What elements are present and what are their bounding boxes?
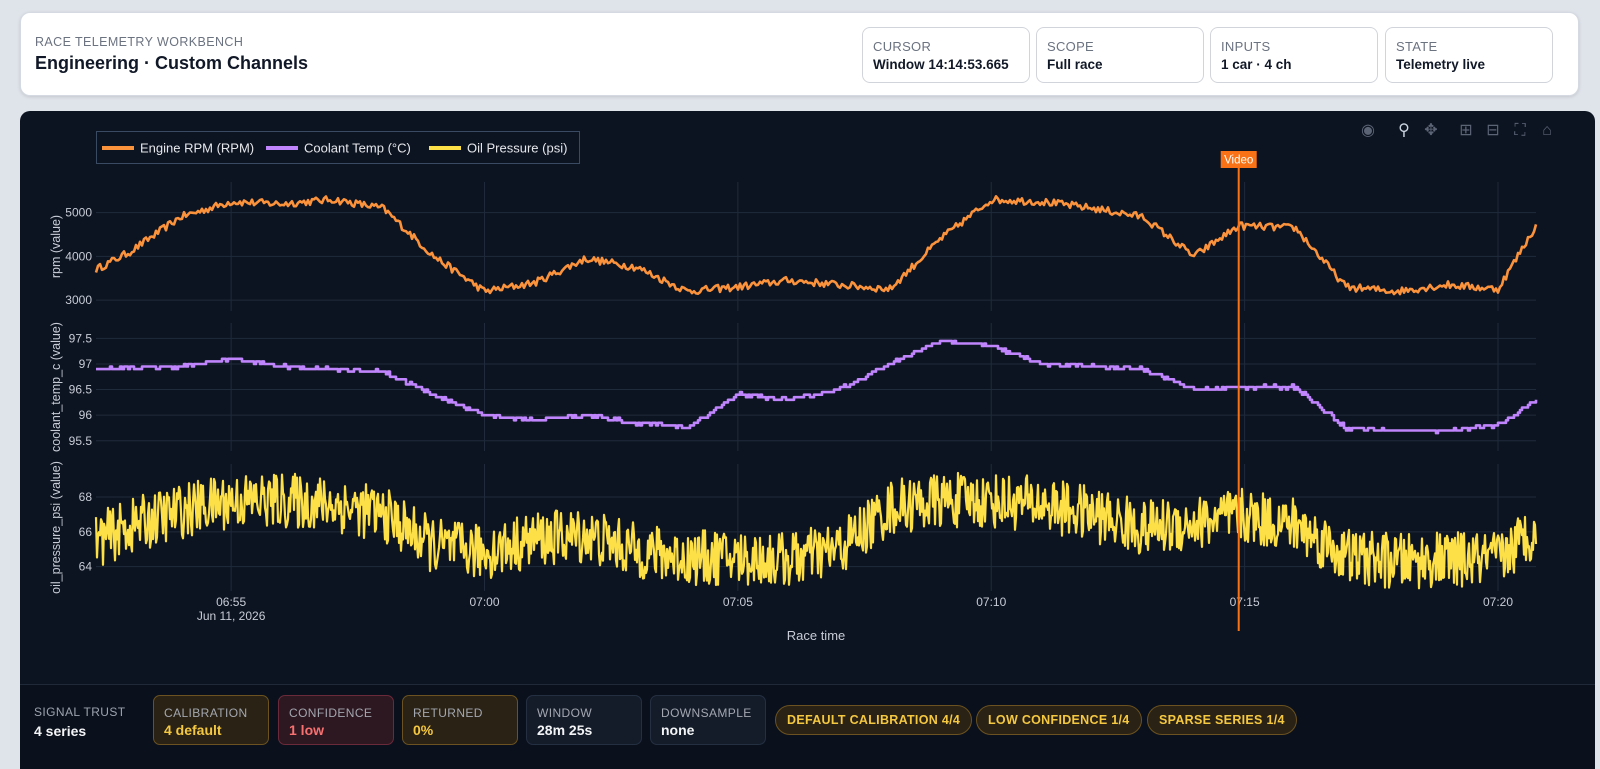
pill-default-calibration[interactable]: DEFAULT CALIBRATION 4/4 — [775, 705, 973, 735]
metric-value: 28m 25s — [537, 722, 593, 738]
stat-value: Telemetry live — [1396, 57, 1486, 72]
x-tick-label: 06:55 — [216, 595, 246, 609]
metric-window: WINDOW 28m 25s — [526, 695, 642, 745]
series-line-1 — [96, 339, 1538, 435]
page-title: Engineering · Custom Channels — [35, 53, 309, 73]
stat-label: SCOPE — [1047, 39, 1095, 54]
legend-entry: Coolant Temp (°C) — [304, 141, 411, 156]
metric-calibration: CALIBRATION 4 default — [153, 695, 269, 745]
legend-entry: Oil Pressure (psi) — [467, 141, 567, 156]
metric-label: DOWNSAMPLE — [661, 706, 752, 720]
legend-entry: Engine RPM (RPM) — [140, 141, 254, 156]
y-axis-title: coolant_temp_c (value) — [49, 322, 63, 452]
stat-cursor: CURSOR Window 14:14:53.665 — [862, 27, 1030, 83]
metric-confidence: CONFIDENCE 1 low — [278, 695, 394, 745]
reset-axes-icon[interactable]: ⌂ — [1542, 122, 1552, 139]
signal-trust: SIGNAL TRUST 4 series — [34, 705, 125, 739]
signal-trust-value: 4 series — [34, 723, 87, 739]
stat-state: STATE Telemetry live — [1385, 27, 1553, 83]
x-tick-label: 07:05 — [723, 595, 753, 609]
stat-label: INPUTS — [1221, 39, 1271, 54]
metric-returned: RETURNED 0% — [402, 695, 518, 745]
stat-value: Window 14:14:53.665 — [873, 57, 1009, 72]
metric-value: none — [661, 722, 695, 738]
metric-value: 1 low — [289, 722, 325, 738]
metric-downsample: DOWNSAMPLE none — [650, 695, 766, 745]
stat-value: 1 car · 4 ch — [1221, 57, 1292, 72]
metric-label: CALIBRATION — [164, 706, 248, 720]
stat-scope: SCOPE Full race — [1036, 27, 1204, 83]
y-axis-title: rpm (value) — [49, 215, 63, 278]
stat-label: CURSOR — [873, 39, 932, 54]
metric-value: 4 default — [164, 722, 222, 738]
y-axis-title: oil_pressure_psi (value) — [49, 461, 63, 594]
y-tick-label: 66 — [79, 525, 93, 539]
x-tick-label: 07:15 — [1230, 595, 1260, 609]
metric-value: 0% — [413, 722, 434, 738]
y-tick-label: 3000 — [65, 293, 92, 307]
y-tick-label: 97 — [79, 357, 93, 371]
pill-sparse-series[interactable]: SPARSE SERIES 1/4 — [1147, 705, 1297, 735]
series-line-2 — [94, 471, 1538, 590]
signal-trust-label: SIGNAL TRUST — [34, 705, 126, 719]
x-axis-title: Race time — [787, 628, 846, 643]
video-cursor-label: Video — [1224, 155, 1253, 167]
signal-trust-bar: SIGNAL TRUST 4 series CALIBRATION 4 defa… — [20, 684, 1595, 769]
y-tick-label: 96 — [79, 408, 93, 422]
metric-label: WINDOW — [537, 706, 593, 720]
app-header: RACE TELEMETRY WORKBENCH Engineering · C… — [20, 12, 1579, 96]
y-tick-label: 95.5 — [69, 434, 93, 448]
y-tick-label: 4000 — [65, 249, 92, 263]
series-line-0 — [94, 195, 1538, 296]
zoom-out-icon[interactable]: ⊟ — [1486, 122, 1500, 139]
app-eyebrow: RACE TELEMETRY WORKBENCH — [35, 35, 244, 49]
stat-value: Full race — [1047, 57, 1103, 72]
zoom-in-icon[interactable]: ⊞ — [1459, 122, 1473, 139]
y-tick-label: 5000 — [65, 206, 92, 220]
metric-label: RETURNED — [413, 706, 483, 720]
x-tick-label: 07:00 — [469, 595, 499, 609]
x-tick-label: 07:20 — [1483, 595, 1513, 609]
pan-icon[interactable]: ✥ — [1424, 122, 1438, 139]
y-tick-label: 68 — [79, 490, 93, 504]
metric-label: CONFIDENCE — [289, 706, 373, 720]
x-tick-sublabel: Jun 11, 2026 — [197, 609, 266, 623]
zoom-icon[interactable]: ⚲ — [1398, 122, 1410, 139]
stat-inputs: INPUTS 1 car · 4 ch — [1210, 27, 1378, 83]
telemetry-panel: 06:55 Jun 11, 2026 07:00 07:05 07:10 07:15 07:… — [20, 111, 1595, 769]
y-tick-label: 64 — [79, 560, 93, 574]
chart-legend — [96, 131, 580, 164]
pill-low-confidence[interactable]: LOW CONFIDENCE 1/4 — [976, 705, 1142, 735]
y-tick-label: 96.5 — [69, 383, 93, 397]
y-tick-label: 97.5 — [69, 331, 93, 345]
video-cursor-tag — [1220, 151, 1257, 168]
camera-icon[interactable]: ◉ — [1361, 122, 1375, 139]
x-tick-label: 07:10 — [976, 595, 1006, 609]
autoscale-icon[interactable]: ⛶ — [1514, 122, 1526, 139]
stat-label: STATE — [1396, 39, 1438, 54]
